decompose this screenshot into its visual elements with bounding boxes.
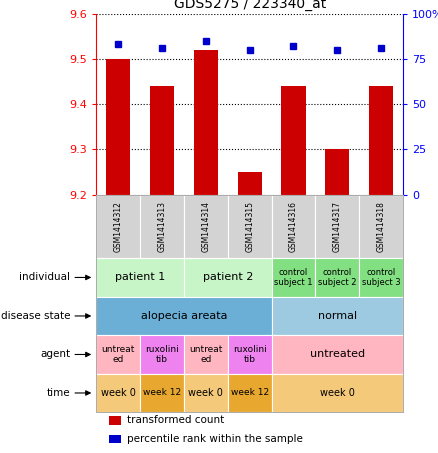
Bar (109, 435, 121, 443)
Text: GSM1414315: GSM1414315 (245, 201, 254, 252)
Bar (272, 195, 315, 258)
Bar (96, 335, 140, 374)
Bar (315, 195, 359, 258)
Text: GSM1414312: GSM1414312 (114, 201, 123, 252)
Bar (184, 258, 272, 297)
Bar (194, 50, 218, 195)
Text: ruxolini
tib: ruxolini tib (145, 345, 179, 364)
Text: control
subject 1: control subject 1 (274, 268, 313, 287)
Text: percentile rank within the sample: percentile rank within the sample (127, 434, 303, 444)
Bar (184, 335, 228, 374)
Text: normal: normal (318, 311, 357, 321)
Text: control
subject 2: control subject 2 (318, 268, 357, 287)
Text: disease state: disease state (0, 311, 70, 321)
Text: GSM1414317: GSM1414317 (333, 201, 342, 252)
Text: ruxolini
tib: ruxolini tib (233, 345, 267, 364)
Bar (272, 374, 403, 412)
Bar (109, 416, 121, 424)
Text: patient 1: patient 1 (115, 272, 165, 283)
Text: patient 2: patient 2 (202, 272, 253, 283)
Text: individual: individual (19, 272, 70, 283)
Bar (228, 335, 272, 374)
Bar (96, 374, 140, 412)
Title: GDS5275 / 223340_at: GDS5275 / 223340_at (173, 0, 326, 11)
Bar (228, 195, 272, 258)
Text: control
subject 3: control subject 3 (362, 268, 400, 287)
Bar (96, 258, 184, 297)
Bar (315, 258, 359, 297)
Bar (140, 374, 184, 412)
Bar (96, 195, 140, 258)
Bar (140, 335, 184, 374)
Bar (281, 86, 306, 195)
Text: untreat
ed: untreat ed (189, 345, 223, 364)
Text: agent: agent (40, 349, 70, 360)
Bar (184, 195, 228, 258)
Text: transformed count: transformed count (127, 415, 224, 425)
Text: alopecia areata: alopecia areata (141, 311, 227, 321)
Text: week 0: week 0 (101, 388, 136, 398)
Text: week 0: week 0 (188, 388, 223, 398)
Bar (228, 374, 272, 412)
Text: untreat
ed: untreat ed (102, 345, 135, 364)
Bar (184, 374, 228, 412)
Bar (359, 195, 403, 258)
Text: GSM1414316: GSM1414316 (289, 201, 298, 252)
Text: week 0: week 0 (320, 388, 355, 398)
Text: week 12: week 12 (143, 389, 181, 397)
Text: GSM1414313: GSM1414313 (158, 201, 166, 252)
Bar (359, 258, 403, 297)
Bar (325, 149, 350, 195)
Bar (106, 59, 131, 195)
Bar (272, 297, 403, 335)
Bar (140, 195, 184, 258)
Bar (96, 297, 272, 335)
Bar (369, 86, 393, 195)
Bar (272, 335, 403, 374)
Bar (237, 172, 261, 195)
Bar (272, 258, 315, 297)
Text: untreated: untreated (310, 349, 365, 360)
Bar (150, 86, 174, 195)
Text: week 12: week 12 (230, 389, 269, 397)
Text: GSM1414318: GSM1414318 (377, 201, 385, 252)
Text: time: time (46, 388, 70, 398)
Text: GSM1414314: GSM1414314 (201, 201, 210, 252)
